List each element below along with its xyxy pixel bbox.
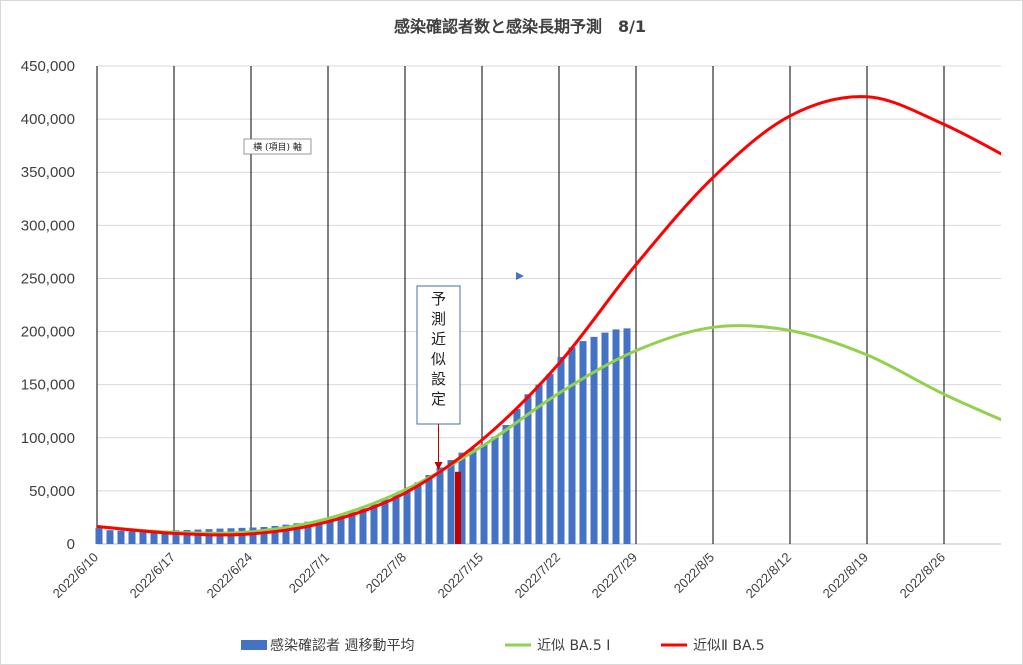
x-tick-label: 2022/7/15	[435, 550, 487, 602]
y-tick-label: 400,000	[21, 111, 75, 128]
y-tick-label: 0	[67, 536, 75, 553]
annotation-callout: 予測近似設定	[416, 285, 461, 470]
bar	[370, 504, 378, 544]
small-triangle-icon	[516, 272, 524, 280]
bar	[139, 531, 147, 544]
bar	[458, 452, 466, 544]
bar	[425, 474, 433, 544]
annotation-char: 似	[431, 350, 446, 368]
bar	[381, 499, 389, 544]
line-series	[97, 95, 1001, 537]
legend-label-green: 近似 BA.5 Ⅰ	[537, 638, 610, 654]
bar	[392, 494, 400, 544]
x-tick-label: 2022/6/17	[127, 550, 179, 602]
x-tick-label: 2022/8/26	[897, 550, 949, 602]
axis-tag-box	[243, 138, 312, 155]
bar	[436, 467, 444, 544]
bar	[161, 531, 169, 544]
x-axis: 2022/6/10 2022/6/17 2022/6/24 2022/7/1 2022/…	[50, 550, 949, 602]
bar	[359, 508, 367, 544]
bar	[326, 517, 334, 544]
forecast-marker	[455, 471, 461, 544]
bar	[535, 384, 543, 544]
bar	[183, 529, 191, 544]
x-tick-label: 2022/8/5	[671, 550, 717, 596]
bar	[568, 347, 576, 544]
bar	[117, 530, 125, 544]
bar-series	[95, 328, 631, 544]
x-tick-label: 2022/7/1	[286, 550, 332, 596]
bar	[260, 527, 268, 544]
annotation-char: 近	[431, 330, 446, 348]
bar	[348, 512, 356, 544]
bar	[546, 374, 554, 544]
y-tick-label: 150,000	[21, 377, 75, 394]
legend-swatch-bars	[241, 640, 267, 650]
bar	[150, 531, 158, 544]
bar	[238, 527, 246, 544]
bar	[293, 523, 301, 544]
bar	[590, 336, 598, 544]
y-tick-label: 300,000	[21, 217, 75, 234]
bar	[304, 521, 312, 544]
annotation-char: 設	[431, 370, 446, 388]
bar	[480, 444, 488, 544]
bar	[612, 329, 620, 544]
bar	[194, 529, 202, 544]
y-tick-label: 50,000	[29, 483, 75, 500]
annotation-char: 定	[431, 390, 446, 408]
y-axis: 0 50,000 100,000 150,000 200,000 250,000 300,0…	[21, 58, 75, 553]
bar	[216, 528, 224, 544]
bar	[491, 436, 499, 544]
annotation-arrow-head	[434, 462, 443, 470]
bar	[502, 425, 510, 544]
bar	[601, 332, 609, 544]
bar	[524, 394, 532, 544]
y-tick-label: 100,000	[21, 430, 75, 447]
x-tick-label: 2022/7/29	[589, 550, 641, 602]
bar	[282, 524, 290, 544]
legend: 感染確認者 週移動平均 近似 BA.5 Ⅰ 近似Ⅱ BA.5	[241, 637, 765, 654]
chart-title: 感染確認者数と感染長期予測 8/1	[394, 17, 646, 36]
bar	[249, 527, 257, 544]
legend-label-bars: 感染確認者 週移動平均	[270, 637, 414, 654]
x-tick-label: 2022/6/24	[204, 550, 256, 602]
bar	[205, 529, 213, 544]
y-tick-label: 250,000	[21, 270, 75, 287]
forecast-marker-bar	[455, 471, 461, 544]
annotation-char: 予	[431, 290, 446, 308]
series-line-1	[97, 95, 1001, 537]
x-tick-label: 2022/7/8	[363, 550, 409, 596]
annotation-char: 測	[431, 310, 446, 328]
bar	[469, 448, 477, 544]
bar	[128, 531, 136, 544]
bar	[403, 488, 411, 544]
bar	[337, 515, 345, 544]
bar	[513, 409, 521, 544]
x-tick-label: 2022/8/19	[820, 550, 872, 602]
bar	[315, 520, 323, 544]
y-tick-label: 350,000	[21, 164, 75, 181]
annotation-text: 予測近似設定	[431, 290, 446, 408]
bar	[95, 528, 103, 544]
bar	[557, 357, 565, 544]
bar	[447, 460, 455, 544]
bar	[106, 530, 114, 544]
bar	[414, 482, 422, 544]
bar	[271, 525, 279, 544]
y-tick-label: 200,000	[21, 324, 75, 341]
legend-label-red: 近似Ⅱ BA.5	[693, 638, 765, 654]
axis-tag-text: 横 (項目) 軸	[253, 141, 302, 153]
bar	[579, 341, 587, 544]
x-tick-label: 2022/6/10	[50, 550, 102, 602]
series-line-0	[97, 324, 1001, 535]
x-tick-label: 2022/8/12	[743, 550, 795, 602]
bar	[623, 328, 631, 544]
axis-tag: 横 (項目) 軸	[243, 138, 312, 155]
y-tick-label: 450,000	[21, 58, 75, 75]
x-tick-label: 2022/7/22	[512, 550, 564, 602]
bar	[172, 530, 180, 544]
